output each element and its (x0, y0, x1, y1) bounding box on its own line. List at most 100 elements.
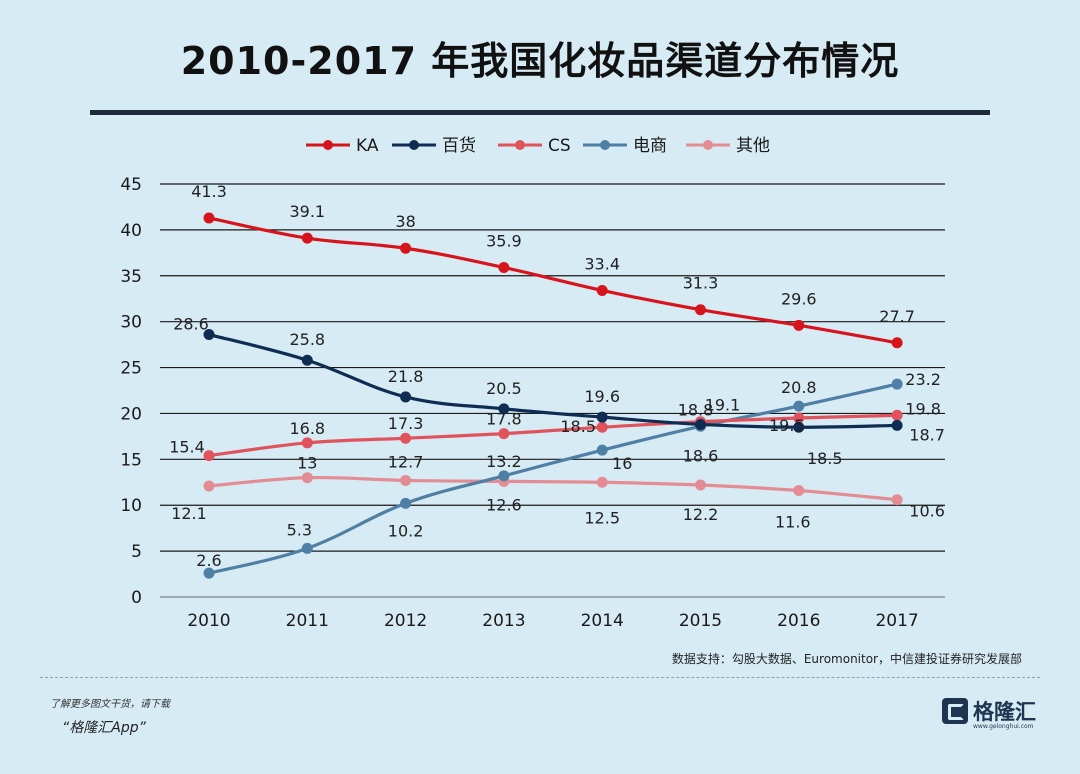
data-point (203, 450, 215, 462)
data-label: 19.8 (905, 399, 941, 418)
data-label: 12.6 (486, 495, 522, 514)
data-label: 21.8 (388, 367, 424, 386)
x-tick-label: 2012 (384, 611, 427, 631)
data-label: 18.6 (683, 446, 719, 465)
data-point (596, 476, 608, 488)
data-label: 20.5 (486, 379, 522, 398)
data-point (793, 485, 805, 497)
data-point (695, 418, 706, 430)
data-label: 10.6 (909, 502, 945, 521)
series-line (208, 475, 898, 502)
data-point (793, 319, 805, 331)
data-point (596, 411, 608, 423)
legend-marker (515, 140, 525, 150)
x-tick-label: 2016 (777, 611, 820, 631)
x-tick-label: 2011 (286, 611, 329, 631)
data-point (793, 421, 805, 433)
data-point (400, 391, 412, 403)
series-line (208, 216, 898, 345)
x-tick-label: 2013 (482, 611, 525, 631)
data-label: 18.8 (678, 400, 714, 419)
x-tick-label: 2015 (679, 611, 722, 631)
data-label: 15.4 (169, 438, 205, 457)
legend-label: 电商 (633, 136, 667, 156)
data-point (498, 403, 510, 415)
brand-url: www.gelonghui.com (973, 723, 1034, 730)
data-point (301, 542, 313, 554)
data-label: 23.2 (905, 370, 941, 389)
legend-marker (323, 140, 333, 150)
data-label: 39.1 (289, 202, 325, 221)
legend-marker (600, 140, 610, 150)
source-note: 数据支持：勾股大数据、Euromonitor，中信建投证券研究发展部 (671, 652, 1022, 666)
legend-label: KA (356, 136, 379, 156)
data-label: 13 (297, 454, 317, 473)
data-label: 28.6 (173, 315, 209, 334)
brand-name: 格隆汇 (973, 700, 1036, 724)
y-tick-label: 30 (120, 313, 142, 333)
data-point (301, 354, 313, 366)
data-point (891, 378, 903, 390)
data-label: 16.8 (289, 419, 325, 438)
data-point (301, 232, 313, 244)
data-label: 11.6 (775, 513, 811, 532)
data-label: 19.5 (769, 416, 805, 435)
data-point (498, 262, 510, 274)
data-label: 38 (395, 212, 415, 231)
data-label: 10.2 (388, 521, 424, 540)
x-tick-label: 2017 (875, 611, 918, 631)
data-point (891, 409, 903, 421)
data-point (400, 474, 412, 486)
data-point (695, 479, 706, 491)
data-label: 19.1 (705, 396, 741, 415)
legend-label: 百货 (442, 136, 476, 156)
y-tick-label: 0 (131, 588, 142, 608)
data-label: 13.2 (486, 452, 522, 471)
data-point (301, 437, 313, 449)
data-label: 20.8 (781, 378, 817, 397)
data-point (400, 432, 412, 444)
legend-label: 其他 (736, 136, 770, 156)
data-point (596, 284, 608, 296)
data-point (596, 444, 608, 456)
y-tick-label: 5 (131, 542, 142, 562)
y-tick-label: 35 (120, 267, 142, 287)
data-label: 16 (612, 454, 632, 473)
data-label: 12.7 (388, 452, 424, 471)
data-label: 25.8 (289, 330, 325, 349)
data-label: 18.7 (909, 425, 945, 444)
y-tick-label: 25 (120, 359, 142, 379)
data-label: 19.6 (584, 387, 620, 406)
data-label: 2.6 (196, 551, 221, 570)
promo-text: 了解更多图文干货，请下载 (50, 699, 170, 710)
data-label: 35.9 (486, 232, 522, 251)
x-tick-label: 2014 (581, 611, 624, 631)
y-tick-label: 15 (120, 450, 142, 470)
series-line (208, 413, 898, 458)
data-point (498, 470, 510, 482)
data-label: 12.5 (584, 508, 620, 527)
data-label: 17.3 (388, 414, 424, 433)
data-point (203, 329, 215, 341)
data-point (793, 400, 805, 412)
brand-logo-icon (942, 698, 968, 724)
data-point (203, 212, 215, 224)
y-tick-label: 40 (120, 221, 142, 241)
data-point (695, 304, 706, 316)
data-label: 12.1 (171, 504, 207, 523)
data-point (400, 497, 412, 509)
data-point (891, 337, 903, 349)
data-label: 5.3 (287, 520, 312, 539)
promo-app-name[interactable]: “格隆汇App” (62, 720, 146, 736)
data-label: 18.5 (560, 417, 596, 436)
data-label: 33.4 (584, 254, 620, 273)
data-point (203, 480, 215, 492)
data-point (596, 421, 608, 433)
data-label: 41.3 (191, 182, 227, 201)
data-point (891, 494, 903, 506)
chart-title: 2010-2017 年我国化妆品渠道分布情况 (180, 39, 900, 83)
data-label: 29.6 (781, 289, 817, 308)
data-label: 31.3 (683, 274, 719, 293)
series-line (208, 382, 898, 575)
